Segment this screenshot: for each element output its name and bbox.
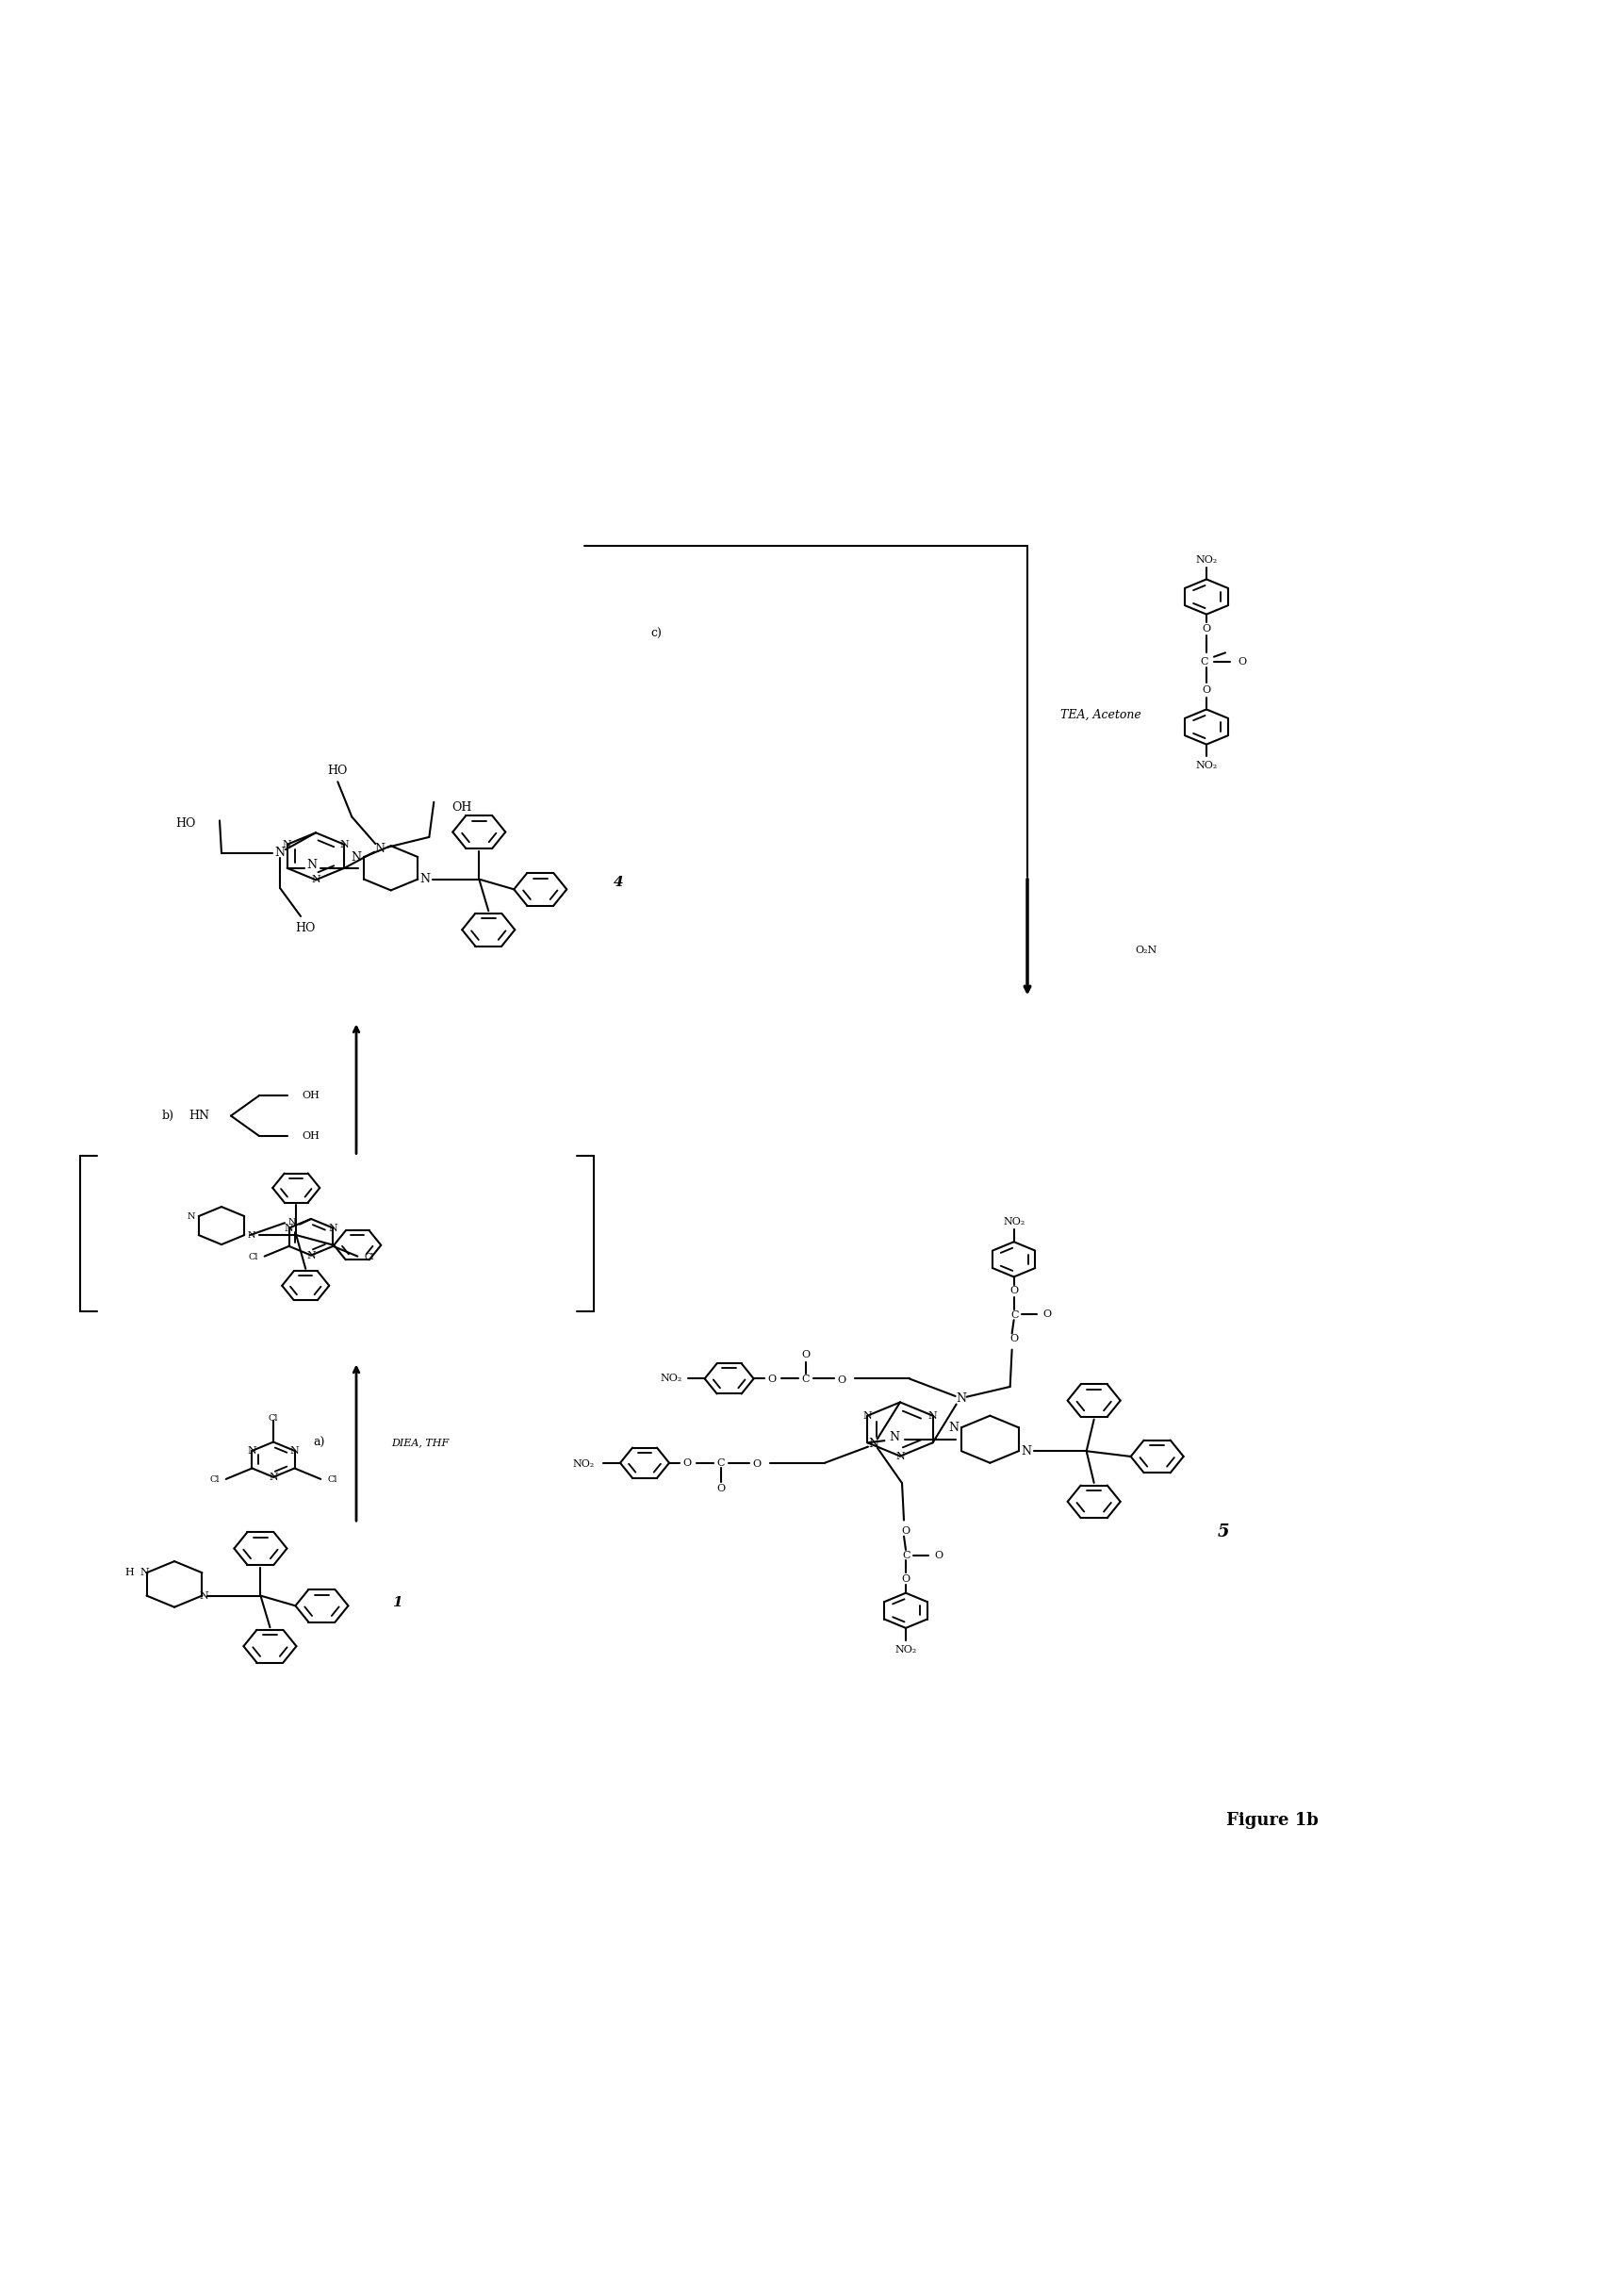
- Text: O: O: [901, 1527, 909, 1536]
- Text: HO: HO: [175, 818, 197, 829]
- Text: N: N: [862, 1411, 872, 1420]
- Text: NO₂: NO₂: [1004, 1218, 1025, 1227]
- Text: C: C: [802, 1375, 809, 1384]
- Text: Cl: Cl: [364, 1252, 374, 1261]
- Text: NO₂: NO₂: [895, 1645, 916, 1654]
- Text: N: N: [929, 1411, 937, 1420]
- Text: c): c): [650, 627, 661, 641]
- Text: TEA, Acetone: TEA, Acetone: [1060, 709, 1142, 720]
- Text: N: N: [287, 1218, 296, 1227]
- Text: N: N: [351, 850, 362, 863]
- Text: O: O: [716, 1484, 726, 1493]
- Text: NO₂: NO₂: [1195, 554, 1218, 563]
- Text: N: N: [312, 875, 320, 884]
- Text: C: C: [903, 1552, 911, 1561]
- Text: O: O: [1237, 657, 1247, 668]
- Text: C: C: [1200, 657, 1208, 668]
- Text: NO₂: NO₂: [573, 1459, 594, 1470]
- Text: HN: HN: [188, 1109, 209, 1122]
- Text: 4: 4: [614, 877, 624, 888]
- Text: N: N: [307, 859, 317, 872]
- Text: N: N: [888, 1431, 900, 1443]
- Text: N: N: [375, 843, 385, 854]
- Text: O: O: [767, 1375, 776, 1384]
- Text: N: N: [869, 1438, 879, 1450]
- Text: OH: OH: [302, 1131, 320, 1141]
- Text: C: C: [718, 1459, 724, 1468]
- Text: 1: 1: [393, 1595, 403, 1609]
- Text: DIEA, THF: DIEA, THF: [391, 1438, 448, 1447]
- Text: N: N: [140, 1568, 149, 1577]
- Text: O: O: [901, 1574, 909, 1584]
- Text: O: O: [934, 1550, 944, 1561]
- Text: N: N: [283, 841, 292, 850]
- Text: N: N: [895, 1452, 905, 1461]
- Text: N: N: [328, 1222, 338, 1234]
- Text: HO: HO: [328, 766, 348, 777]
- Text: O: O: [1202, 686, 1212, 695]
- Text: N: N: [248, 1231, 257, 1238]
- Text: Cl: Cl: [268, 1413, 278, 1422]
- Text: O: O: [1202, 625, 1212, 634]
- Text: NO₂: NO₂: [1195, 761, 1218, 770]
- Text: N: N: [957, 1393, 966, 1404]
- Text: OH: OH: [451, 802, 473, 813]
- Text: H: H: [125, 1568, 135, 1577]
- Text: Figure 1b: Figure 1b: [1226, 1811, 1319, 1829]
- Text: N: N: [247, 1445, 257, 1456]
- Text: N: N: [1021, 1445, 1031, 1456]
- Text: C: C: [1010, 1311, 1018, 1320]
- Text: b): b): [162, 1109, 174, 1122]
- Text: O: O: [1043, 1311, 1051, 1320]
- Text: N: N: [421, 872, 430, 886]
- Text: O: O: [836, 1375, 846, 1384]
- Text: a): a): [313, 1436, 325, 1450]
- Text: N: N: [268, 1472, 278, 1481]
- Text: N: N: [187, 1211, 195, 1220]
- Text: O: O: [1010, 1334, 1018, 1343]
- Text: OH: OH: [302, 1091, 320, 1100]
- Text: O: O: [682, 1459, 692, 1468]
- Text: NO₂: NO₂: [659, 1375, 682, 1384]
- Text: 5: 5: [1218, 1525, 1229, 1540]
- Text: N: N: [291, 1445, 299, 1456]
- Text: Cl: Cl: [248, 1252, 258, 1261]
- Text: N: N: [200, 1590, 208, 1599]
- Text: O: O: [752, 1459, 762, 1470]
- Text: N: N: [274, 847, 286, 859]
- Text: O: O: [801, 1350, 810, 1359]
- Text: O₂N: O₂N: [1135, 945, 1158, 954]
- Text: Cl: Cl: [326, 1477, 338, 1484]
- Text: N: N: [307, 1250, 315, 1261]
- Text: N: N: [948, 1422, 960, 1434]
- Text: Cl: Cl: [209, 1477, 219, 1484]
- Text: N: N: [339, 841, 349, 850]
- Text: HO: HO: [296, 922, 315, 934]
- Text: N: N: [284, 1222, 294, 1234]
- Text: O: O: [1010, 1286, 1018, 1295]
